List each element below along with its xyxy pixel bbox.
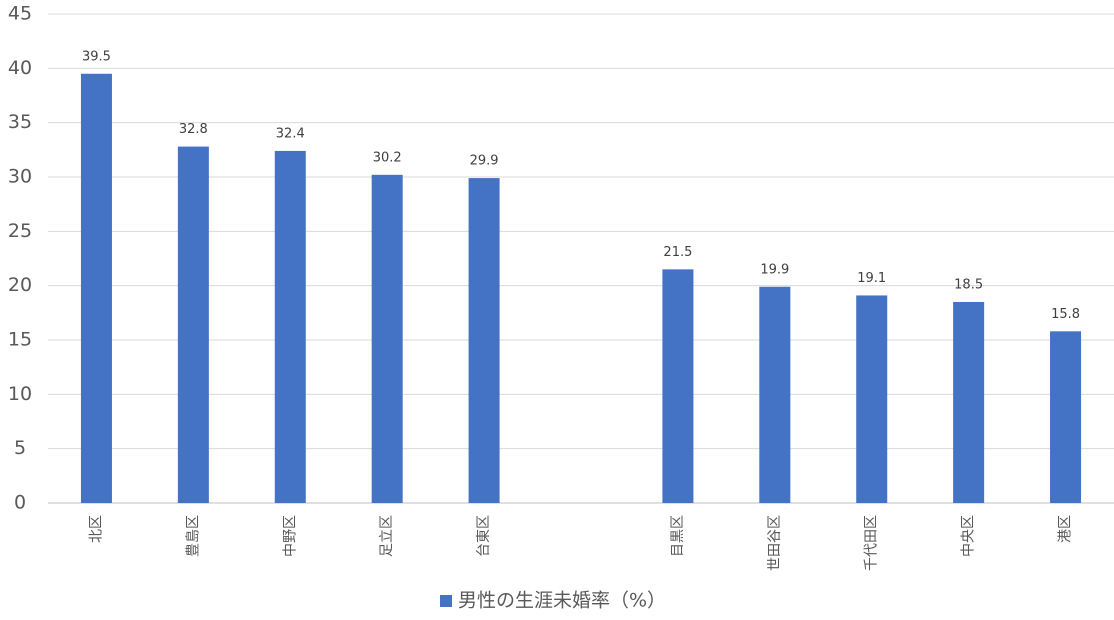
y-tick-label: 5	[14, 437, 26, 459]
x-tick-label: 北区	[88, 515, 104, 543]
y-tick-label: 35	[8, 111, 32, 133]
y-tick-label: 25	[8, 220, 32, 242]
data-label: 30.2	[373, 150, 402, 165]
y-tick-label: 20	[8, 274, 32, 296]
x-tick-label: 中央区	[961, 515, 977, 557]
x-tick-label: 中野区	[282, 515, 298, 557]
data-label: 19.9	[760, 262, 789, 277]
x-tick-label: 台東区	[476, 515, 492, 557]
x-tick-label: 港区	[1058, 515, 1074, 543]
y-tick-label: 0	[14, 492, 26, 514]
y-tick-label: 45	[8, 3, 32, 25]
bar	[662, 269, 694, 503]
x-tick-label: 豊島区	[185, 515, 201, 557]
y-tick-label: 10	[8, 383, 32, 405]
x-tick-label: 千代田区	[864, 515, 880, 571]
y-tick-label: 15	[8, 329, 32, 351]
bar	[80, 73, 112, 504]
bar	[759, 286, 791, 503]
data-label: 21.5	[663, 245, 692, 260]
data-label: 15.8	[1051, 307, 1080, 322]
x-tick-label: 足立区	[379, 515, 395, 557]
bar	[1050, 331, 1082, 503]
bar	[953, 301, 985, 503]
bar	[371, 174, 403, 503]
bar	[856, 295, 888, 503]
x-tick-label: 目黒区	[670, 515, 686, 557]
y-tick-label: 40	[8, 57, 32, 79]
legend-label: 男性の生涯未婚率（%）	[458, 590, 666, 612]
bar	[468, 178, 500, 503]
legend-swatch	[440, 595, 452, 607]
data-label: 32.8	[179, 122, 208, 137]
bar	[274, 150, 306, 504]
data-label: 18.5	[954, 277, 983, 292]
y-tick-label: 30	[8, 166, 32, 188]
x-tick-label: 世田谷区	[767, 515, 783, 571]
data-label: 19.1	[857, 271, 886, 286]
data-label: 39.5	[82, 49, 111, 64]
data-label: 32.4	[276, 126, 305, 141]
data-label: 29.9	[470, 154, 499, 169]
bar	[177, 146, 209, 503]
